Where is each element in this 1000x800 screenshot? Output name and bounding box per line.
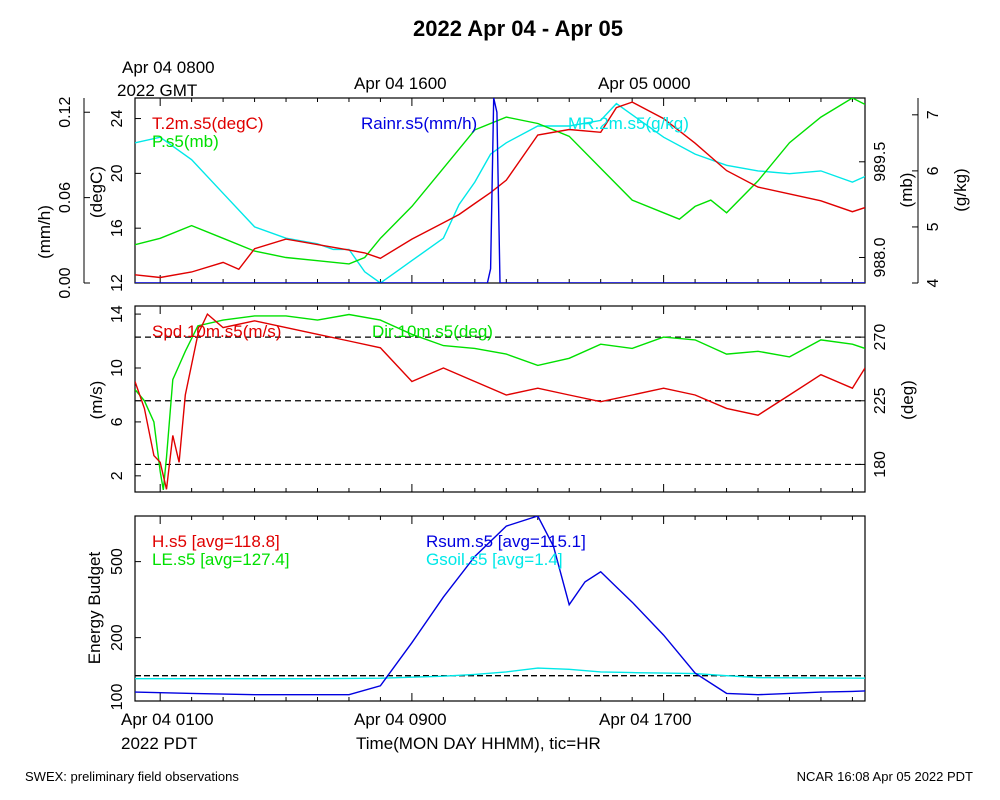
rsum-series-line: [135, 516, 865, 696]
temp-axis-tick-label: 24: [109, 110, 126, 128]
bottom-time-label-1: Apr 04 0100: [121, 710, 214, 729]
mr-axis-tick-label: 4: [925, 278, 942, 287]
energy-axis-label: Energy Budget: [85, 551, 104, 664]
legend-mr: MR.2m.s5(g/kg): [568, 114, 689, 133]
rain-series-line: [135, 98, 865, 283]
dir-axis-label: (deg): [898, 380, 917, 420]
mr-axis-tick-label: 7: [925, 110, 942, 119]
energy-axis-tick-label: 100: [109, 684, 126, 711]
mr-series-line: [135, 102, 865, 283]
spd-axis-tick-label: 6: [109, 417, 126, 426]
spd-axis-tick-label: 2: [109, 471, 126, 480]
x-axis-label: Time(MON DAY HHMM), tic=HR: [356, 734, 601, 753]
temp-axis-tick-label: 16: [109, 219, 126, 237]
spd-axis-label: (m/s): [87, 381, 106, 420]
panel-energy-frame: [134, 515, 866, 702]
energy-axis-tick-label: 500: [109, 548, 126, 575]
top-time-label-2: Apr 04 1600: [354, 74, 447, 93]
rain-axis-tick-label: 0.00: [57, 267, 74, 298]
mr-axis-label: (g/kg): [951, 168, 970, 211]
legend-dir: Dir.10m.s5(deg): [372, 322, 493, 341]
legend-gsoil: Gsoil.s5 [avg=1.4]: [426, 550, 563, 569]
pres-axis-tick-label: 989.5: [872, 142, 889, 182]
legend-rsum: Rsum.s5 [avg=115.1]: [426, 532, 586, 551]
rain-axis-tick-label: 0.12: [57, 97, 74, 128]
dir-axis-tick-label: 270: [872, 324, 889, 351]
legend-pres: P.s5(mb): [152, 132, 219, 151]
x-tick-marks: [159, 98, 853, 701]
dir-series-line: [135, 313, 865, 491]
top-time-label-3: Apr 05 0000: [598, 74, 691, 93]
top-time-label-1: Apr 04 0800: [122, 58, 215, 77]
mr-axis-tick-label: 6: [925, 166, 942, 175]
temp-axis-tick-label: 20: [109, 164, 126, 182]
gsoil-series-line: [135, 667, 865, 680]
spd-axis-tick-label: 10: [109, 359, 126, 377]
panel-meteorology: 0.00 0.06 0.12 12 16 20 24 988.0 989.5 4 5 6 7: [57, 97, 942, 299]
panel-wind-frame: [134, 305, 866, 493]
legend-rain: Rainr.s5(mm/h): [361, 114, 477, 133]
top-time-zone: 2022 GMT: [117, 81, 197, 100]
energy-axis-tick-label: 200: [109, 624, 126, 651]
figure-title: 2022 Apr 04 - Apr 05: [413, 16, 623, 41]
pres-axis-tick-label: 988.0: [872, 237, 889, 277]
footer-right: NCAR 16:08 Apr 05 2022 PDT: [797, 769, 973, 784]
temp-series-line: [135, 101, 865, 279]
temp-axis-tick-label: 12: [109, 274, 126, 292]
bottom-time-label-3: Apr 04 1700: [599, 710, 692, 729]
rain-axis-label: (mm/h): [35, 205, 54, 259]
legend-temp: T.2m.s5(degC): [152, 114, 263, 133]
panel-energy: 200 500 100: [109, 516, 865, 710]
bottom-time-zone: 2022 PDT: [121, 734, 198, 753]
dir-axis-tick-label: 225: [872, 387, 889, 414]
spd-axis-tick-label: 14: [109, 305, 126, 323]
footer-left: SWEX: preliminary field observations: [25, 769, 239, 784]
bottom-time-label-2: Apr 04 0900: [354, 710, 447, 729]
dir-axis-tick-label: 180: [872, 451, 889, 478]
panel-wind: 2 6 10 14 180 225 270: [109, 305, 889, 491]
mr-axis-tick-label: 5: [925, 222, 942, 231]
pres-axis-label: (mb): [897, 173, 916, 208]
legend-spd: Spd.10m.s5(m/s): [152, 322, 281, 341]
legend-le: LE.s5 [avg=127.4]: [152, 550, 290, 569]
spd-series-line: [135, 312, 865, 490]
rain-axis-tick-label: 0.06: [57, 182, 74, 213]
pres-series-line: [135, 98, 865, 265]
temp-axis-label: (degC): [87, 166, 106, 218]
legend-h: H.s5 [avg=118.8]: [152, 532, 280, 551]
